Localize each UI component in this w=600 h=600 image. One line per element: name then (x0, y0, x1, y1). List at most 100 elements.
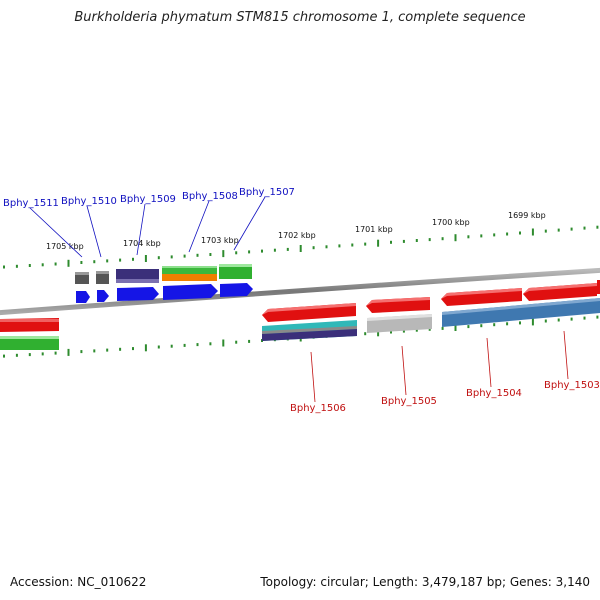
outer-scale-tick (531, 228, 534, 236)
outer-scale-tick (544, 229, 547, 233)
outer-scale-tick (41, 263, 44, 267)
gene-label-bphy-1503[interactable]: Bphy_1503 (544, 380, 600, 391)
outer-scale-tick (170, 255, 173, 259)
gene-arrow-bphy-1506[interactable] (262, 303, 356, 322)
inner-scale-tick (67, 348, 70, 356)
outer-scale-ticks (3, 225, 599, 269)
scale-label-1700: 1700 kbp (432, 218, 470, 227)
scale-label-1705: 1705 kbp (46, 242, 84, 251)
outer-scale-tick (209, 253, 212, 256)
inner-scale-tick (15, 353, 18, 357)
inner-scale-tick (41, 352, 44, 356)
outer-scale-tick (377, 239, 380, 247)
outer-scale-tick (596, 225, 599, 229)
feature-bphy-1510-block[interactable] (96, 271, 109, 284)
outer-scale-tick (570, 227, 573, 231)
gene-label-bphy-1511[interactable]: Bphy_1511 (3, 198, 59, 209)
outer-scale-tick (183, 254, 186, 258)
scale-label-1703: 1703 kbp (201, 236, 239, 245)
outer-scale-tick (519, 231, 521, 235)
inner-scale-tick (144, 344, 147, 352)
inner-scale-tick (570, 317, 573, 321)
outer-scale-tick (132, 257, 134, 261)
outer-scale-tick (54, 262, 57, 266)
outer-scale-tick (273, 248, 276, 252)
gene-arrow-bphy-1509[interactable] (117, 287, 159, 301)
outer-scale-tick (157, 256, 160, 260)
feature-bphy-1508-block[interactable] (162, 266, 217, 274)
gene-label-bphy-1509[interactable]: Bphy_1509 (120, 194, 176, 205)
inner-scale-tick (196, 343, 199, 347)
forward-strand-features (75, 264, 253, 303)
inner-scale-tick (54, 351, 57, 355)
outer-scale-tick (235, 251, 238, 255)
feature-bphy-1507-block[interactable] (219, 264, 252, 279)
outer-scale-tick (390, 240, 392, 244)
outer-scale-tick (325, 245, 328, 249)
outer-scale-tick (67, 259, 70, 267)
inner-scale-tick (235, 340, 238, 344)
inner-scale-tick (480, 324, 483, 328)
outer-scale-tick (480, 234, 483, 238)
inner-scale-tick (170, 344, 173, 348)
outer-scale-tick (80, 261, 83, 264)
gene-arrow-bphy-1510[interactable] (97, 290, 109, 302)
outer-scale-tick (261, 249, 263, 253)
gene-arrow-bphy-1508[interactable] (163, 284, 218, 300)
scale-label-1704: 1704 kbp (123, 239, 161, 248)
outer-scale-tick (196, 253, 199, 257)
outer-scale-tick (106, 259, 109, 263)
outer-scale-tick (248, 250, 251, 254)
outer-scale-tick (3, 265, 5, 269)
outer-scale-tick (583, 226, 586, 230)
inner-scale-tick (467, 325, 470, 329)
inner-scale-tick (248, 339, 251, 343)
gene-label-bphy-1505[interactable]: Bphy_1505 (381, 396, 437, 407)
gene-label-bphy-1506[interactable]: Bphy_1506 (290, 403, 346, 414)
inner-scale-tick (93, 349, 96, 353)
outer-scale-tick (493, 233, 496, 237)
inner-scale-tick (390, 330, 392, 334)
gene-arrow-bphy-1507[interactable] (220, 283, 253, 297)
outer-scale-tick (286, 247, 289, 251)
reverse-strand-features (0, 280, 600, 350)
topology-text: Topology: circular; Length: 3,479,187 bp… (260, 575, 590, 589)
outer-scale-tick (441, 237, 444, 241)
inner-scale-tick (428, 327, 431, 331)
gene-label-bphy-1510[interactable]: Bphy_1510 (61, 196, 117, 207)
map-title: Burkholderia phymatum STM815 chromosome … (74, 10, 526, 25)
inner-scale-tick (557, 318, 560, 322)
inner-scale-tick (106, 348, 109, 352)
outer-scale-tick (402, 239, 405, 243)
outer-scale-tick (312, 246, 315, 250)
gene-label-bphy-1504[interactable]: Bphy_1504 (466, 388, 522, 399)
inner-scale-tick (377, 329, 380, 337)
scale-labels: 1705 kbp 1704 kbp 1703 kbp 1702 kbp 1701… (46, 211, 546, 251)
outer-scale-tick (144, 255, 147, 262)
inner-scale-tick (132, 347, 134, 351)
outer-scale-tick (467, 235, 470, 239)
inner-scale-tick (454, 324, 457, 331)
gene-label-bphy-1508[interactable]: Bphy_1508 (182, 191, 238, 202)
inner-scale-tick (209, 342, 212, 346)
outer-scale-tick (15, 264, 18, 268)
inner-scale-tick (80, 350, 83, 354)
outer-scale-tick (119, 258, 122, 262)
inner-scale-tick (531, 318, 534, 326)
inner-scale-tick (519, 321, 521, 325)
gene-arrow-bphy-1511[interactable] (76, 291, 90, 303)
outer-scale-tick (351, 243, 354, 247)
inner-scale-tick (506, 322, 509, 326)
inner-scale-tick (596, 315, 599, 319)
gene-label-bphy-1507[interactable]: Bphy_1507 (239, 187, 295, 198)
inner-scale-tick (183, 343, 186, 347)
inner-scale-tick (415, 328, 418, 332)
scale-label-1699: 1699 kbp (508, 211, 546, 220)
feature-bphy-1504-1503-block[interactable] (442, 298, 600, 327)
feature-offscreen-left-block[interactable] (0, 336, 59, 350)
outer-scale-tick (28, 264, 31, 267)
outer-scale-tick (428, 238, 431, 242)
outer-scale-tick (415, 239, 418, 242)
